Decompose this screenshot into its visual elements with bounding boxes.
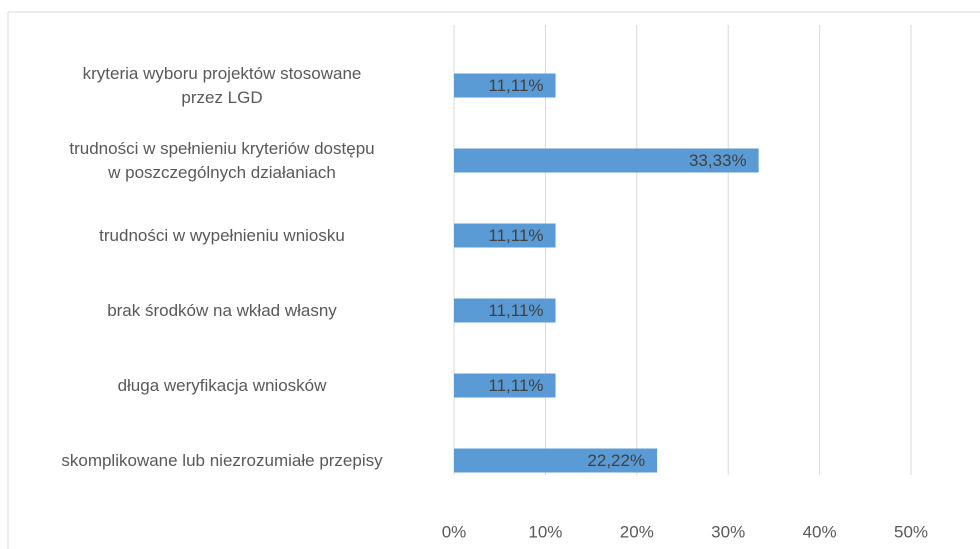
x-tick-label: 30% [711, 522, 745, 541]
x-tick-label: 10% [528, 522, 562, 541]
y-tick-label: brak środków na wkład własny [107, 300, 337, 320]
bar [454, 148, 759, 173]
x-tick-label: 0% [442, 522, 467, 541]
y-tick-label: trudności w wypełnieniu wniosku [99, 225, 345, 245]
data-label: 22,22% [587, 451, 645, 470]
y-tick-label: kryteria wyboru projektów stosowane prze… [82, 63, 362, 107]
bar [454, 73, 556, 98]
x-tick-label: 40% [803, 522, 837, 541]
x-tick-label: 50% [894, 522, 928, 541]
data-label: 11,11% [488, 226, 543, 245]
x-tick-label: 20% [620, 522, 654, 541]
bar [454, 223, 556, 248]
bar [454, 373, 556, 398]
data-label: 33,33% [689, 151, 747, 170]
bar [454, 448, 658, 473]
bar [454, 298, 556, 323]
y-tick-label: trudności w spełnieniu kryteriów dostępu… [69, 138, 375, 182]
y-tick-label: długa weryfikacja wniosków [117, 375, 327, 395]
data-label: 11,11% [488, 376, 543, 395]
data-label: 11,11% [488, 301, 543, 320]
data-label: 11,11% [488, 76, 543, 95]
y-tick-label: skomplikowane lub niezrozumiałe przepisy [61, 450, 383, 470]
